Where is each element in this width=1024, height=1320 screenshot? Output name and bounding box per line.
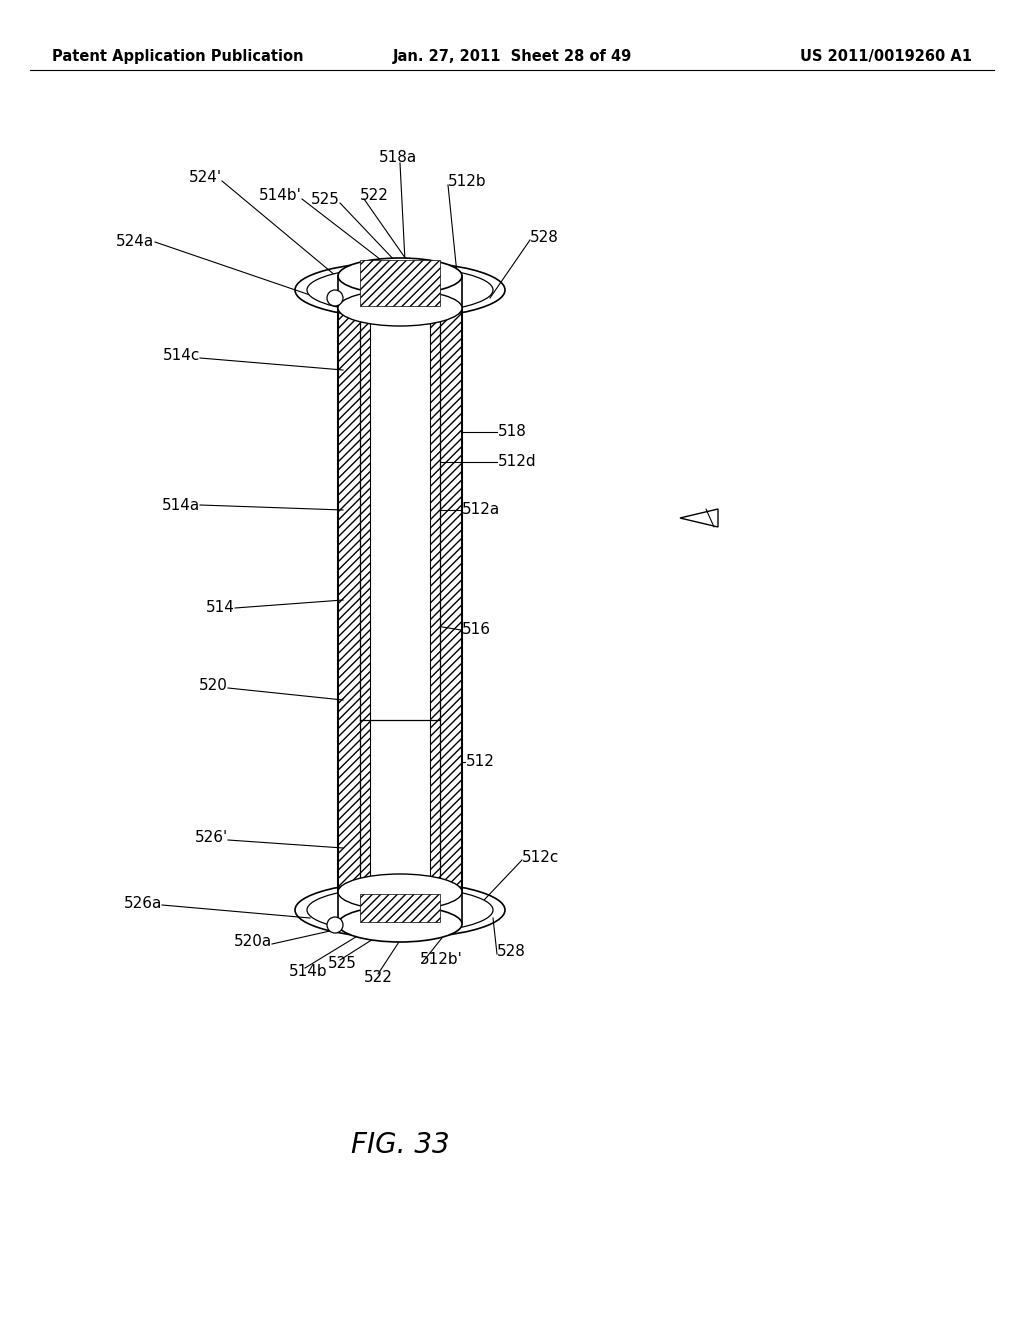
Text: 518a: 518a [379,149,417,165]
Text: 514b: 514b [289,965,328,979]
Text: 520a: 520a [233,935,272,949]
Text: 514b': 514b' [259,189,302,203]
Text: Jan. 27, 2011  Sheet 28 of 49: Jan. 27, 2011 Sheet 28 of 49 [392,49,632,65]
Polygon shape [360,894,440,921]
Text: 512c: 512c [522,850,559,866]
Text: 522: 522 [364,970,392,986]
Text: US 2011/0019260 A1: US 2011/0019260 A1 [800,49,972,65]
Text: 520: 520 [199,677,228,693]
Text: 512a: 512a [462,503,501,517]
Text: 512b': 512b' [420,953,463,968]
Text: 528: 528 [497,945,526,960]
Text: 524': 524' [188,170,222,186]
Text: 514: 514 [206,601,234,615]
Text: 512: 512 [466,755,495,770]
Polygon shape [360,290,440,909]
Polygon shape [440,290,462,909]
Ellipse shape [338,257,462,294]
Polygon shape [430,290,440,909]
Text: 514a: 514a [162,498,200,512]
Ellipse shape [338,874,462,909]
Ellipse shape [307,267,493,313]
Text: 525: 525 [328,956,356,970]
Polygon shape [360,260,440,306]
Text: 512d: 512d [498,454,537,470]
Text: 528: 528 [530,231,559,246]
Polygon shape [360,290,370,909]
Text: 514c: 514c [163,347,200,363]
Text: 518: 518 [498,425,527,440]
Ellipse shape [307,887,493,933]
Text: 524a: 524a [116,235,154,249]
Ellipse shape [338,906,462,942]
Text: 525: 525 [311,193,340,207]
Circle shape [327,917,343,933]
Text: 522: 522 [360,189,389,203]
Polygon shape [338,290,360,909]
Text: Patent Application Publication: Patent Application Publication [52,49,303,65]
Text: 512b: 512b [449,174,486,190]
Text: 526': 526' [195,830,228,846]
Ellipse shape [338,290,462,326]
Text: 516: 516 [462,623,490,638]
Text: 526a: 526a [124,895,162,911]
Circle shape [327,290,343,306]
Text: FIG. 33: FIG. 33 [350,1131,450,1159]
